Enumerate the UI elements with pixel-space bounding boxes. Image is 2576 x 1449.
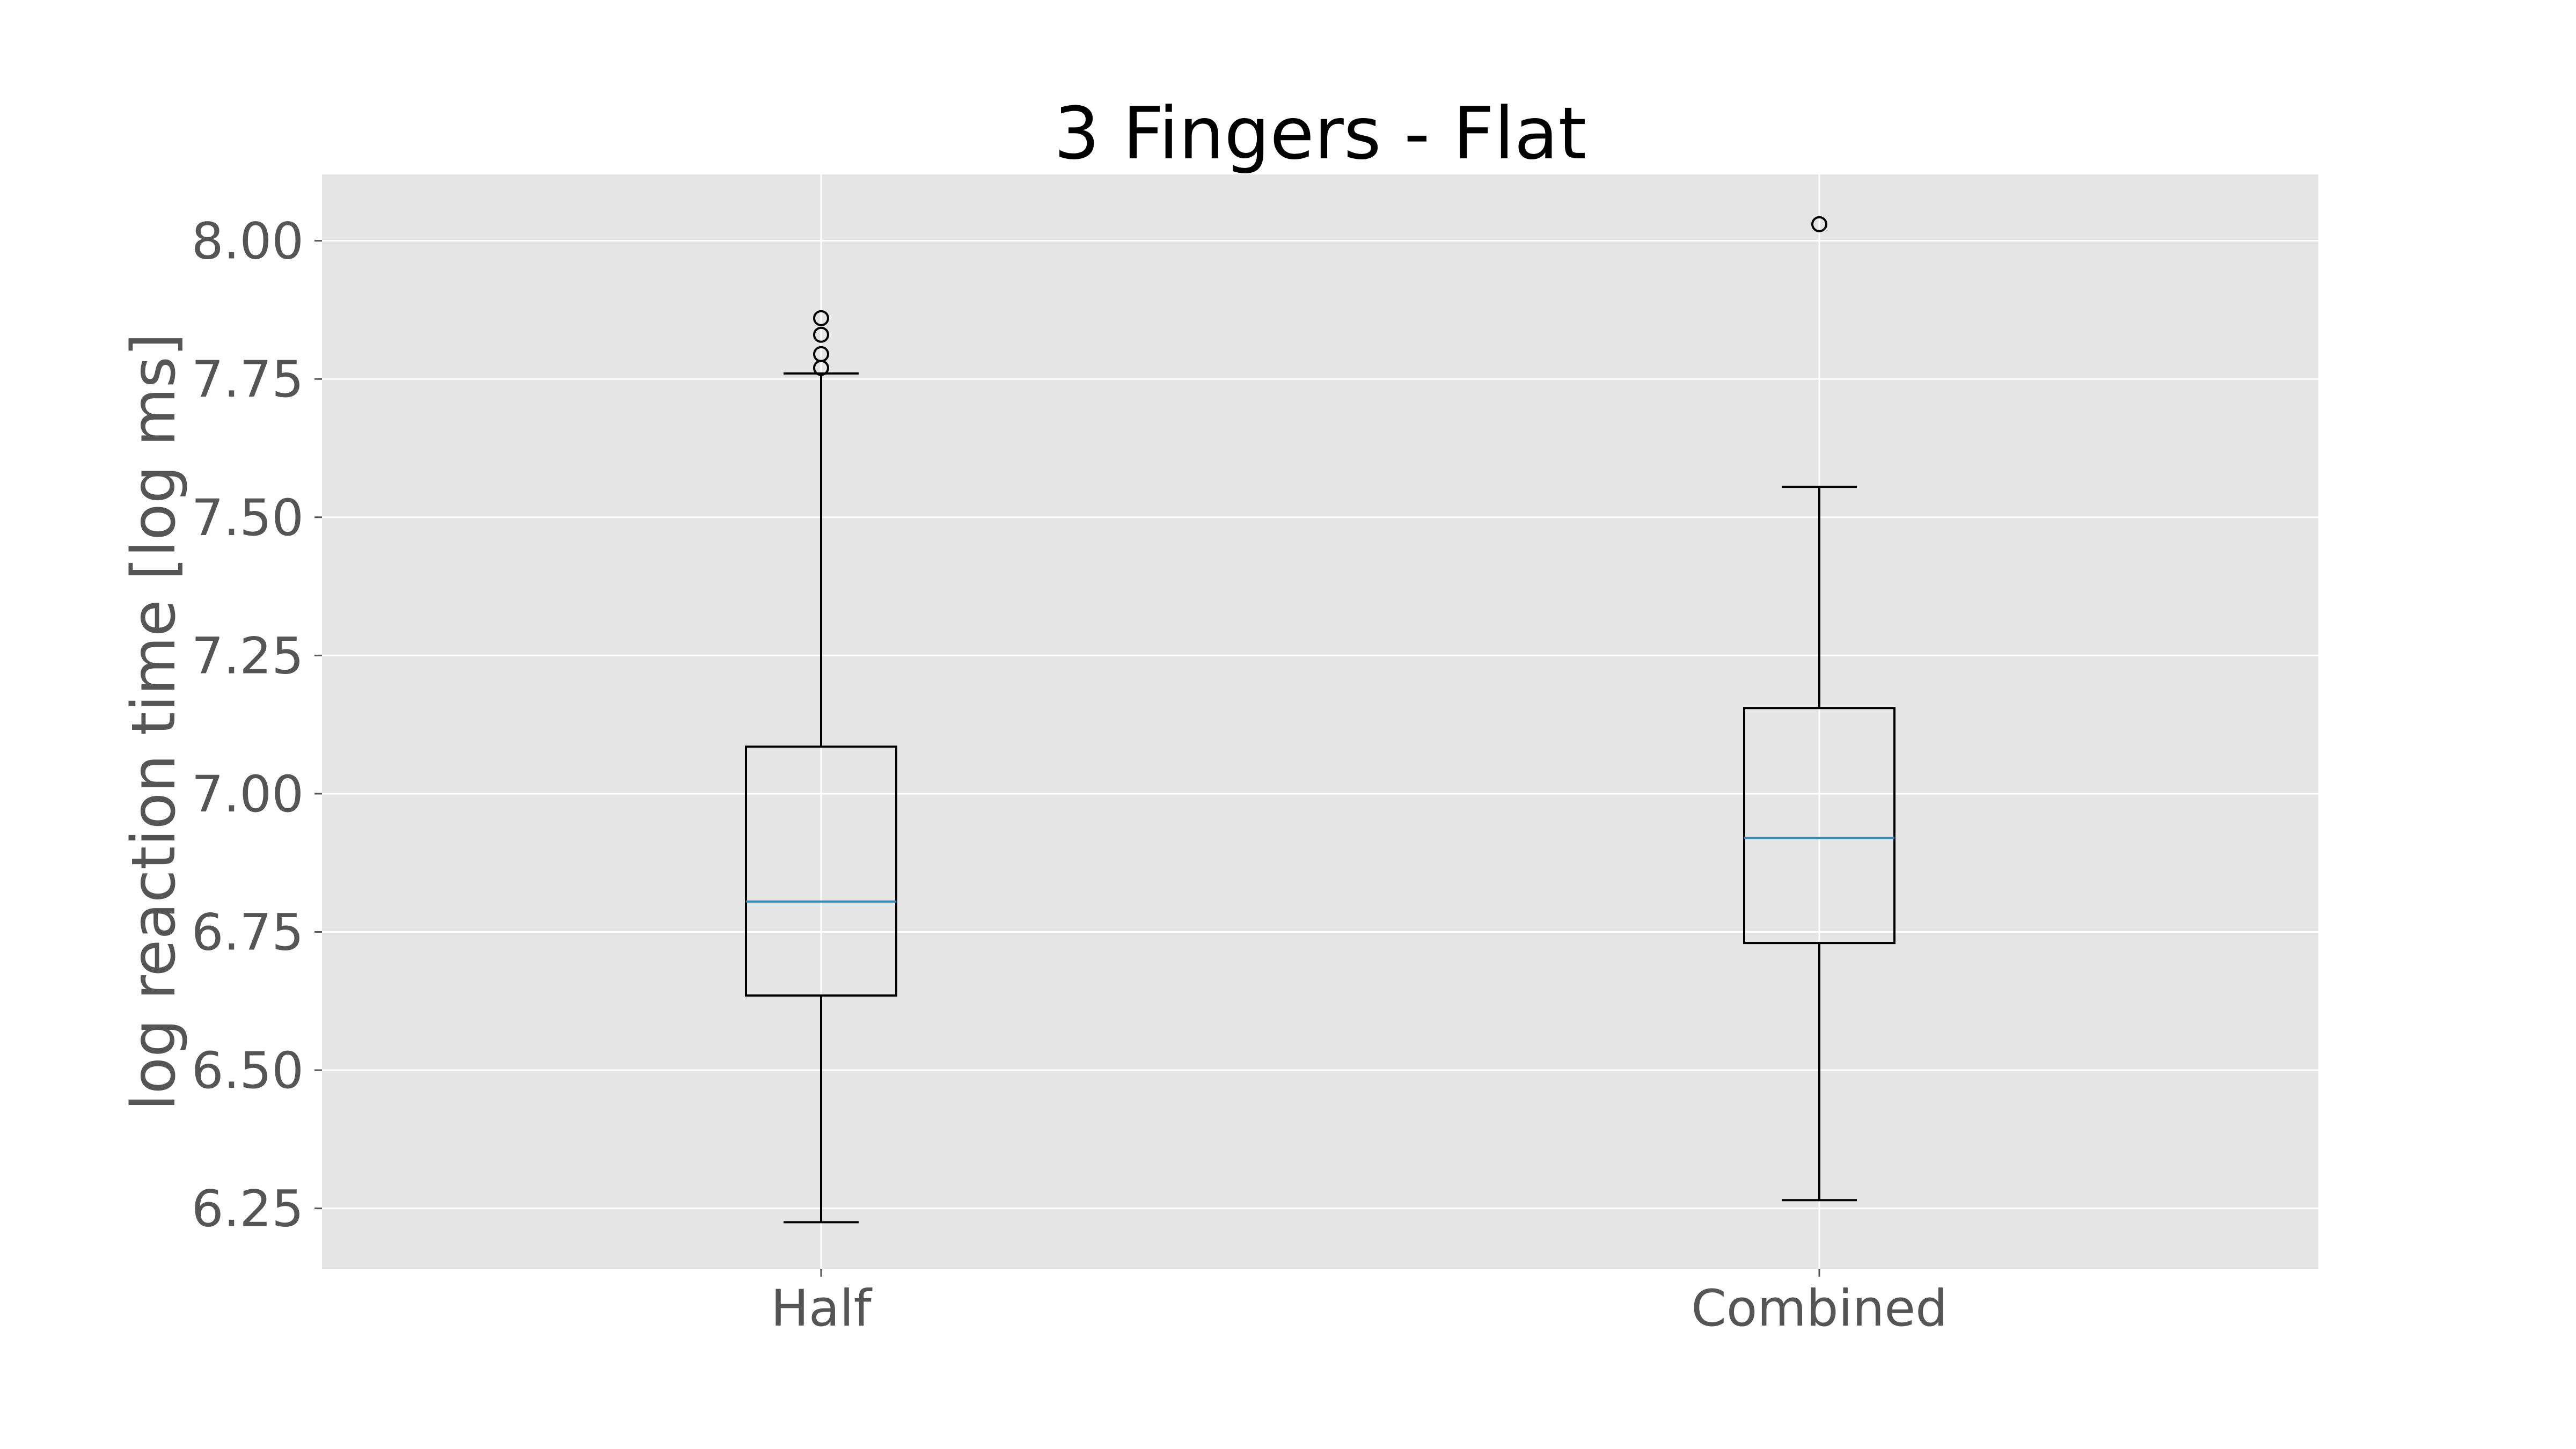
x-tick-label: Combined (1691, 1279, 1948, 1338)
box-combined (1743, 216, 1896, 1202)
y-axis-ticks: 6.25 6.50 6.75 7.00 7.25 7.50 7.75 8.00 (192, 213, 322, 1239)
y-tick-label: 7.50 (192, 489, 304, 547)
plot-area (322, 174, 2318, 1269)
y-tick-label: 7.00 (192, 765, 304, 824)
y-tick-label: 6.75 (192, 904, 304, 962)
y-tick-label: 6.25 (192, 1180, 304, 1239)
y-tick-label: 7.25 (192, 627, 304, 685)
outlier-point (813, 346, 829, 362)
y-axis-label: log reaction time [log ms] (119, 333, 189, 1111)
x-tick-label: Half (771, 1279, 872, 1338)
x-axis-ticks: Half Combined (771, 1269, 1948, 1338)
box-group (745, 216, 1896, 1224)
outlier-point (813, 326, 829, 343)
chart-title: 3 Fingers - Flat (1054, 92, 1586, 175)
box-half (745, 310, 897, 1224)
y-tick-label: 8.00 (192, 213, 304, 271)
outlier-point (1811, 216, 1827, 232)
outlier-point (813, 310, 829, 326)
y-tick-label: 6.50 (192, 1042, 304, 1100)
iqr-box (1743, 707, 1896, 945)
y-tick-label: 7.75 (192, 350, 304, 409)
iqr-box (745, 745, 897, 997)
